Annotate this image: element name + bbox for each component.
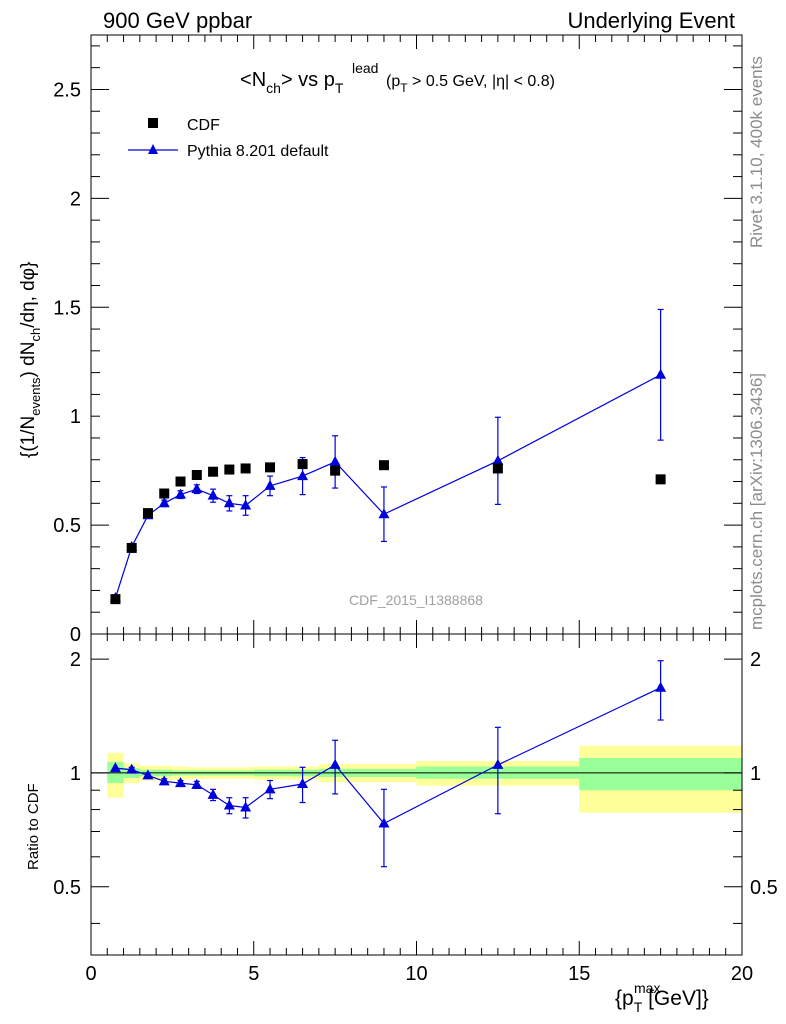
pythia-data-point [329,455,341,466]
pythia-data-point [378,508,390,519]
mcplots-label: mcplots.cern.ch [arXiv:1306.3436] [747,373,766,630]
legend-label-pythia: Pythia 8.201 default [187,143,329,160]
ratio-pythia-data-point [223,799,235,810]
main-axis-ticks: 0 0.5 1 1.5 2 2.5 [53,35,743,646]
legend-marker-pythia [148,144,158,154]
ratio-y-tick-label-right: 0.5 [750,877,778,899]
header-left: 900 GeV ppbar [103,8,252,33]
ratio-y-axis-label: Ratio to CDF [25,783,42,870]
ratio-pythia-data-point [142,769,154,780]
legend-label-cdf: CDF [187,117,220,134]
ratio-uncertainty-bands [91,745,742,813]
x-tick-label: 0 [85,963,96,985]
main-y-tick-label: 0 [70,624,81,646]
ratio-y-tick-label-right: 2 [750,649,761,671]
cdf-data-point [224,464,235,475]
ratio-y-tick-label: 2 [70,649,81,671]
main-plot-title-lead: lead [352,60,378,76]
ratio-pythia-data-point [297,777,309,788]
legend: CDF Pythia 8.201 default [128,117,329,160]
pythia-data-point [207,489,219,500]
main-plot-panel: 0 0.5 1 1.5 2 2.5 <Nch> vs pT lead (pT > 0.5 … [18,34,743,646]
cdf-data-point [492,463,503,474]
main-y-tick-label: 1 [70,406,81,428]
ratio-y-tick-label-right: 1 [750,763,761,785]
ratio-plot-frame [90,633,743,956]
pythia-data-point [240,499,252,510]
x-axis-label-max: max [634,980,660,996]
ratio-pythia-data-point [264,783,276,794]
cdf-data-point [191,469,202,480]
ratio-pythia-data-point [175,777,187,788]
cdf-data-point [330,465,341,476]
x-tick-label: 20 [731,963,753,985]
cdf-data-point [142,508,153,519]
ratio-data-marks [109,660,667,868]
main-plot-title: <Nch> vs pT [240,69,344,96]
rivet-label: Rivet 3.1.10, 400k events [747,56,766,248]
ratio-pythia-data-point [158,775,170,786]
cdf-data-point [110,594,121,605]
ratio-pythia-data-point [240,801,252,812]
ratio-pythia-data-point [492,758,504,769]
ratio-pythia-series-line [115,687,661,825]
cdf-data-point [240,463,251,474]
pythia-data-point [175,488,187,499]
main-y-tick-label: 2.5 [53,79,81,101]
cdf-data-point [297,459,308,470]
ratio-pythia-data-point [126,763,138,774]
header-right: Underlying Event [567,8,735,33]
legend-marker-cdf [148,118,158,128]
pythia-data-point [191,483,203,494]
ratio-y-tick-label: 0.5 [53,877,81,899]
pythia-data-point [264,479,276,490]
pythia-data-point [492,454,504,465]
ratio-y-tick-label: 1 [70,763,81,785]
main-data-marks [109,308,667,605]
ratio-pythia-data-point [329,758,341,769]
main-y-tick-label: 1.5 [53,297,81,319]
pythia-data-point [223,497,235,508]
cdf-data-point [175,476,186,487]
cdf-data-point [265,462,276,473]
x-tick-label: 10 [405,963,427,985]
ratio-plot-panel: 0 5 10 15 20 0.5 0.5 1 1 2 2 Ratio to CDF {pT [GeV… [25,633,778,1015]
cdf-data-point [159,488,170,499]
x-tick-label: 5 [248,963,259,985]
analysis-watermark: CDF_2015_I1388868 [349,592,483,608]
x-tick-label: 15 [568,963,590,985]
pythia-data-point [655,368,667,379]
pythia-data-point [158,497,170,508]
ratio-pythia-data-point [655,681,667,692]
ratio-pythia-data-point [191,778,203,789]
x-axis-label: {pT [GeV]} [615,987,709,1015]
cdf-data-point [126,542,137,553]
ratio-pythia-data-point [109,762,121,773]
ratio-band-inner [579,758,742,791]
pythia-data-point [297,470,309,481]
cdf-data-point [208,466,219,477]
main-plot-title-cut: (pT > 0.5 GeV, |η| < 0.8) [386,73,555,95]
ratio-pythia-data-point [207,788,219,799]
main-y-tick-label: 2 [70,188,81,210]
cdf-data-point [378,460,389,471]
main-y-tick-label: 0.5 [53,515,81,537]
cdf-data-point [655,474,666,485]
main-y-axis-label: {(1/Nevents) dNch/dη, dφ} [18,262,43,458]
ratio-pythia-data-point [378,817,390,828]
